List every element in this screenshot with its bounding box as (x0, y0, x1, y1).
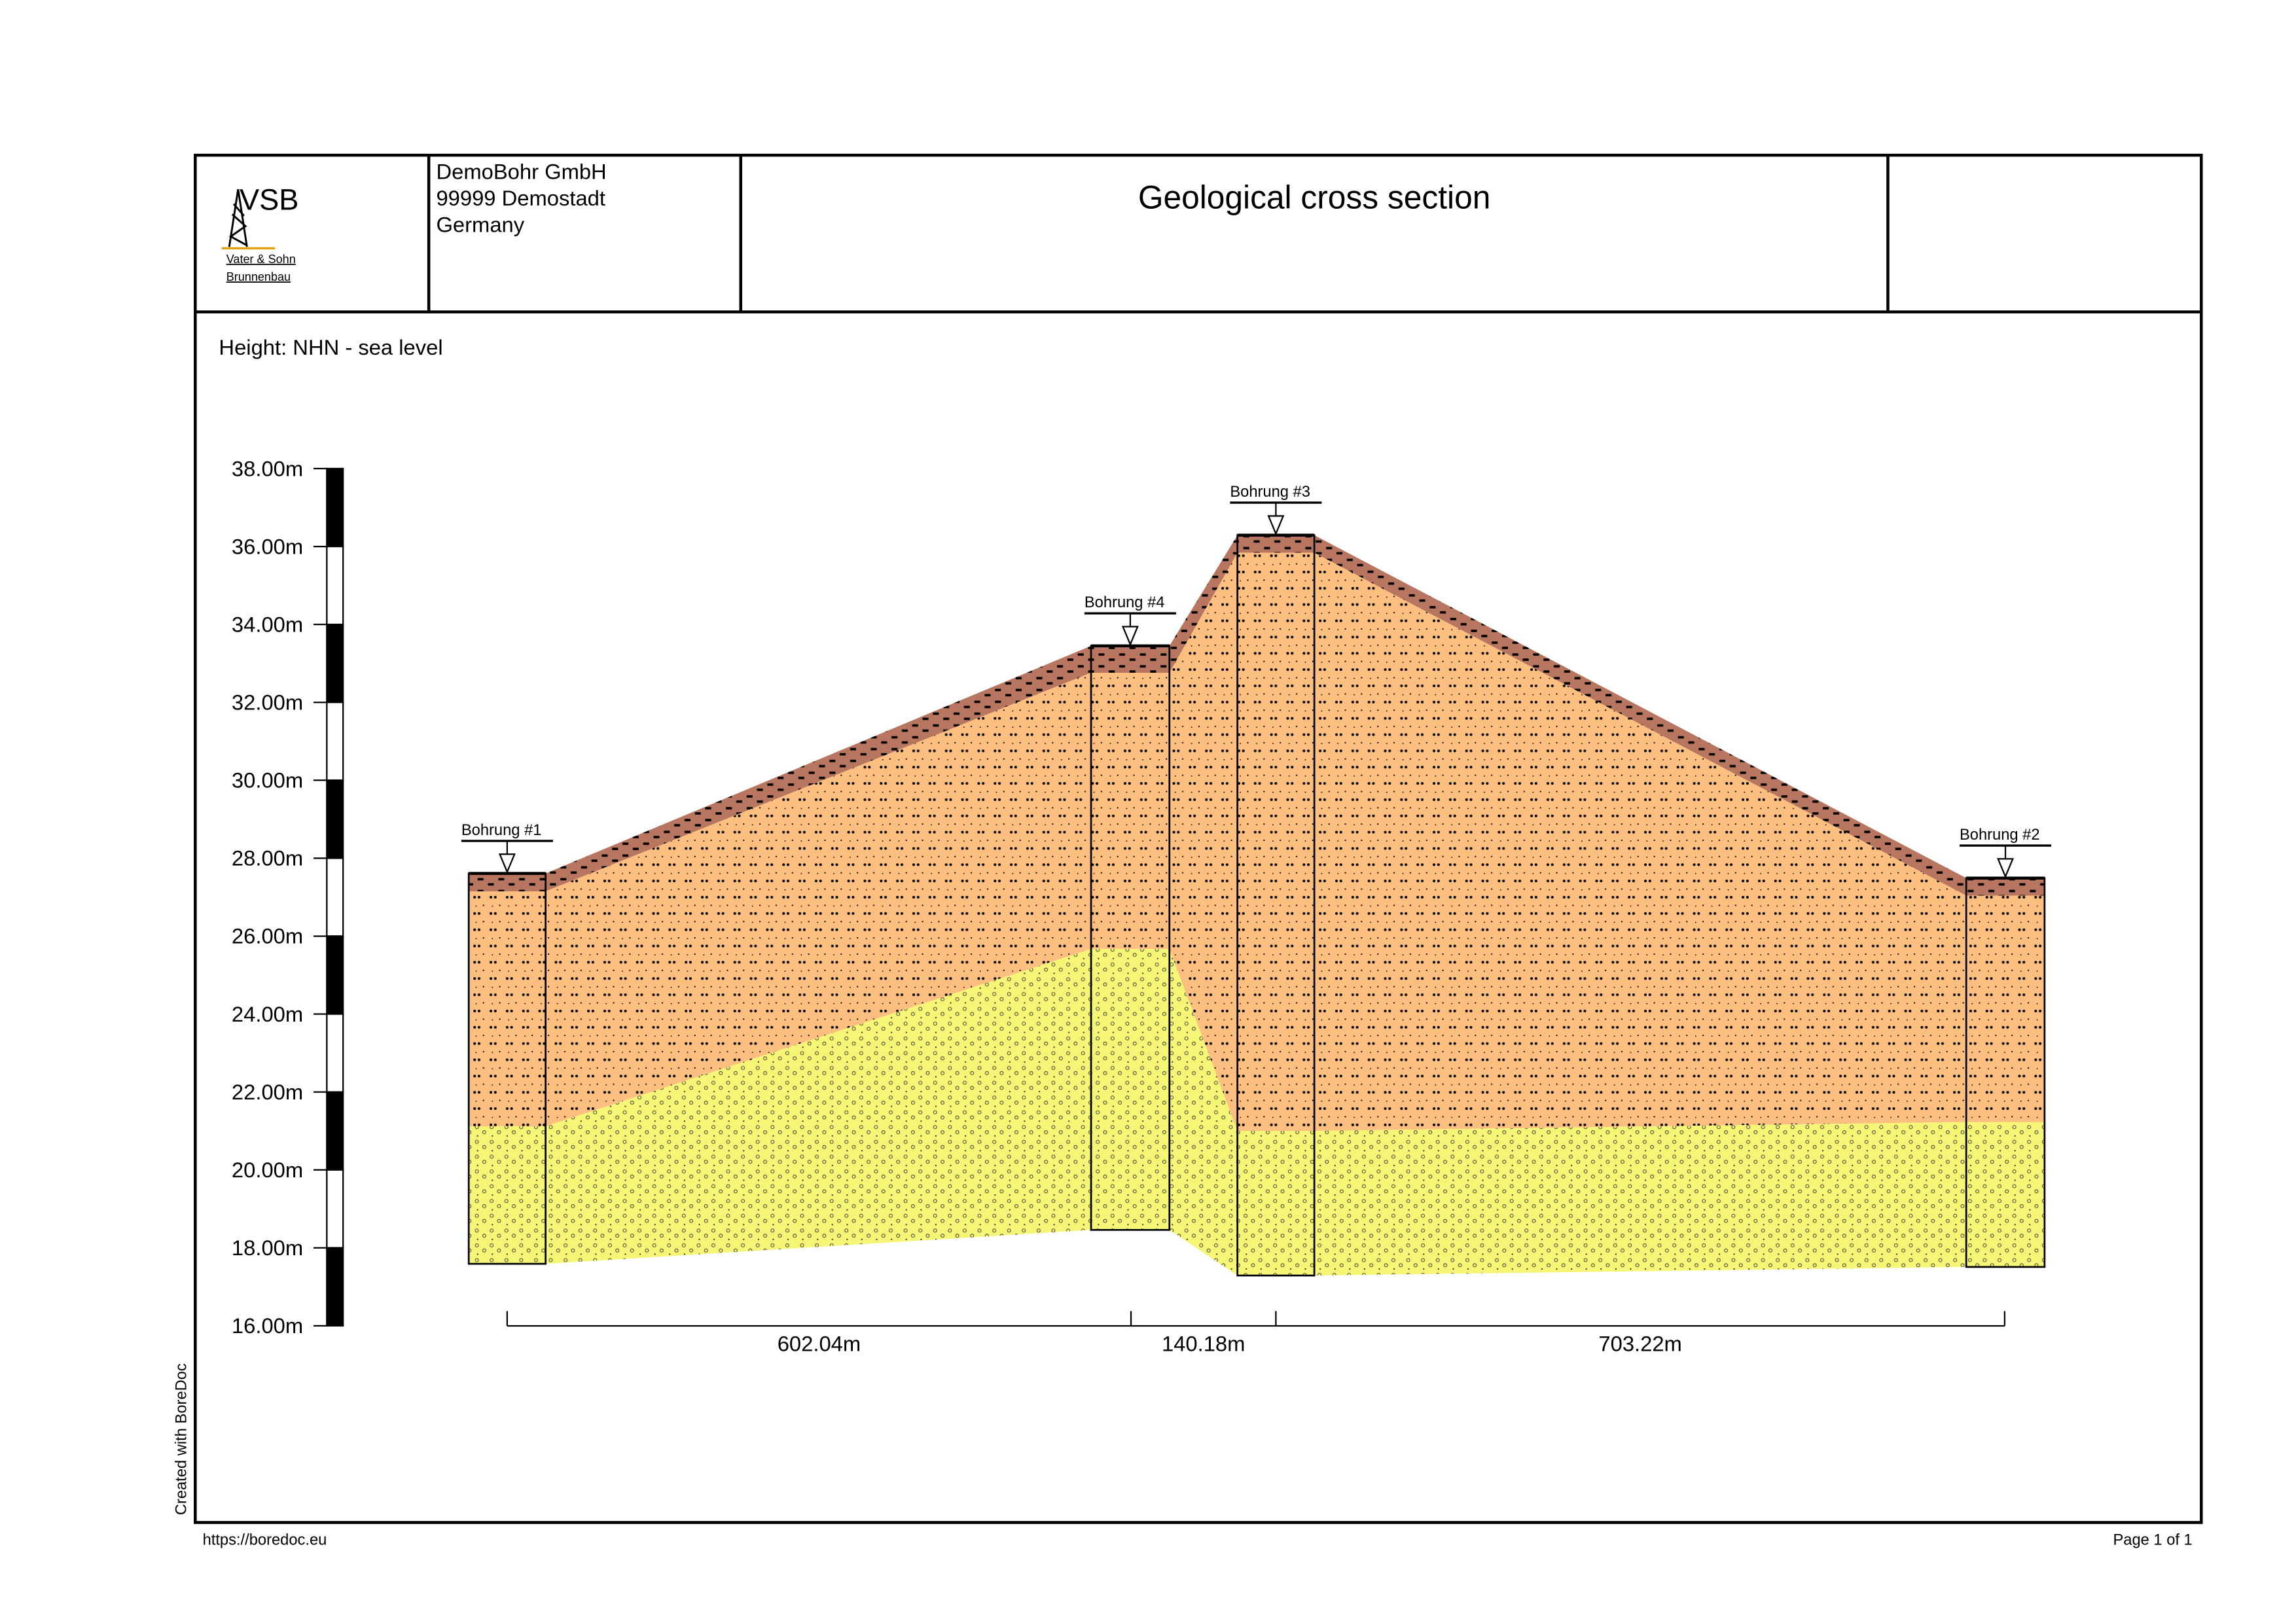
surface-marker-icon (1267, 515, 1285, 536)
scale-segment (326, 1013, 344, 1093)
scale-label: 32.00m (232, 690, 303, 715)
height-scale: 38.00m 36.00m 34.00m 32.00m 30.00m 28.00m 26.0… (232, 456, 344, 1338)
page-number: Page 1 of 1 (2113, 1531, 2192, 1548)
logo-sub2: Brunnenbau (226, 270, 291, 283)
height-note: Height: NHN - sea level (219, 335, 442, 359)
borehole-label: Bohrung #4 (1085, 594, 1165, 611)
company-country: Germany (436, 213, 524, 237)
scale-segment (326, 935, 344, 1015)
title-block (194, 153, 2203, 1524)
scale-segment (326, 1169, 344, 1249)
scale-segment (326, 545, 344, 626)
borehole-label: Bohrung #2 (1960, 827, 2040, 844)
distance-dimensions: 602.04m 140.18m 703.22m (506, 1311, 2006, 1355)
layer-sand (469, 552, 2045, 1132)
scale-segment (326, 467, 344, 548)
scale-segment (326, 1091, 344, 1171)
footer-url[interactable]: https://boredoc.eu (203, 1531, 327, 1548)
company-name: DemoBohr GmbH (436, 159, 606, 183)
scale-segment (326, 857, 344, 937)
scale-label: 30.00m (232, 768, 303, 793)
company-logo: VSB Vater & Sohn Brunnenbau (221, 183, 298, 283)
drilling-rig-icon (221, 188, 276, 250)
surface-marker-icon (1997, 858, 2015, 879)
borehole[interactable]: Bohrung #2 (1960, 827, 2052, 1268)
page-title: Geological cross section (1138, 179, 1491, 215)
company-address: 99999 Demostadt (436, 186, 605, 210)
scale-segment (326, 1247, 344, 1327)
distance-label: 703.22m (1598, 1331, 1681, 1355)
scale-label: 22.00m (232, 1080, 303, 1104)
distance-label: 602.04m (778, 1331, 861, 1355)
logo-sub1: Vater & Sohn (226, 253, 296, 266)
layer-gravel (469, 949, 2045, 1276)
surface-marker-icon (1121, 626, 1139, 647)
scale-label: 36.00m (232, 534, 303, 558)
distance-label: 140.18m (1162, 1331, 1245, 1355)
scale-segment (326, 702, 344, 781)
scale-segment (326, 779, 344, 859)
scale-segment (326, 624, 344, 704)
cross-section: Bohrung #1 Bohrung #4 Bohrung #3 Bohrung #2 (461, 484, 2052, 1277)
scale-label: 26.00m (232, 924, 303, 948)
borehole-label: Bohrung #1 (461, 822, 542, 839)
created-with: Created with BoreDoc (173, 1363, 190, 1515)
scale-label: 28.00m (232, 846, 303, 870)
borehole[interactable]: Bohrung #3 (1230, 484, 1322, 1277)
logo-text: VSB (240, 183, 298, 217)
scale-label: 38.00m (232, 456, 303, 480)
scale-label: 20.00m (232, 1158, 303, 1182)
surface-marker-icon (498, 853, 516, 874)
borehole-label: Bohrung #3 (1230, 484, 1310, 501)
borehole[interactable]: Bohrung #4 (1085, 594, 1176, 1231)
scale-label: 34.00m (232, 612, 303, 636)
scale-label: 16.00m (232, 1313, 303, 1338)
scale-label: 18.00m (232, 1236, 303, 1260)
scale-label: 24.00m (232, 1002, 303, 1026)
borehole[interactable]: Bohrung #1 (461, 822, 553, 1265)
